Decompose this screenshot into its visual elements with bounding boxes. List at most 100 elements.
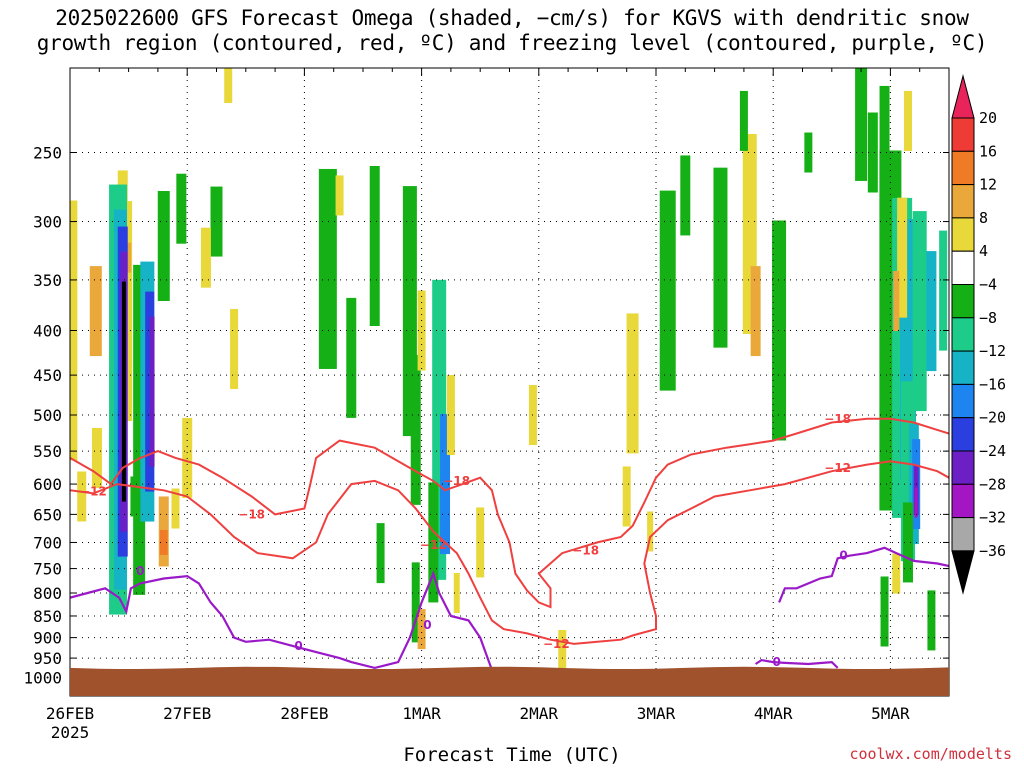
y-tick-label: 450 (33, 366, 62, 385)
x-tick-label: 2MAR (520, 704, 559, 723)
grid-lines (70, 68, 949, 696)
colorbar-segment (951, 284, 975, 319)
contour-label-red: −18 (443, 474, 470, 488)
omega-shade-cell (417, 609, 426, 650)
colorbar-segment (951, 250, 975, 285)
colorbar-label: 4 (979, 242, 988, 260)
x-axis: 26FEB 27FEB 28FEB 1MAR 2MAR 3MAR 4MAR 5MAR 2025 (46, 68, 921, 742)
y-tick-label: 800 (33, 584, 62, 603)
contour-label-purple: 0 (423, 618, 431, 632)
omega-shade-cell (912, 211, 927, 412)
omega-shade-cell (130, 476, 139, 517)
colorbar-top-arrow (951, 74, 975, 119)
omega-shade-cell (77, 471, 87, 522)
y-tick-label: 300 (33, 213, 62, 232)
colorbar-segment (951, 150, 975, 186)
omega-shade-cell (892, 553, 901, 594)
x-tick-label: 26FEB (46, 704, 94, 723)
omega-shade-cell (149, 316, 155, 467)
y-tick-label: 550 (33, 442, 62, 461)
omega-shade-cell (157, 190, 170, 301)
omega-shade-cell (750, 266, 761, 357)
omega-shade-cell (626, 313, 639, 454)
omega-shade-cell (176, 173, 187, 244)
colorbar-label: −12 (979, 342, 1006, 360)
ground-surface-profile (70, 666, 949, 696)
y-axis: 250 300 350 400 450 500 550 600 650 700 750 800 850 9… (23, 144, 949, 688)
colorbar-segment (951, 450, 975, 485)
x-tick-label: 1MAR (402, 704, 441, 723)
omega-shade-cell (121, 281, 126, 502)
omega-shade-cell (417, 290, 426, 371)
omega-shade-cell (224, 68, 233, 103)
omega-shade-cell (893, 270, 900, 331)
colorbar-segment (951, 217, 975, 252)
omega-shade-cell (659, 190, 676, 391)
colorbar-segment (951, 383, 975, 419)
colorbar-segment (951, 117, 975, 152)
omega-shade-cell (772, 220, 787, 441)
colorbar: 20 16 12 8 4 −4 −8 −12 −16 −20 −24 −28 −32 −36 (951, 74, 1006, 595)
omega-shade-cell (182, 417, 193, 498)
omega-shade-cell (200, 227, 211, 288)
colorbar-label: −32 (979, 509, 1006, 527)
y-tick-label: 400 (33, 322, 62, 341)
omega-shade-cell (446, 375, 455, 456)
x-tick-label: 28FEB (280, 704, 328, 723)
contour-label-red: −12 (80, 485, 107, 499)
colorbar-label: −8 (979, 309, 997, 327)
y-tick-label: 850 (33, 607, 62, 626)
y-tick-label: 600 (33, 475, 62, 494)
omega-shading (70, 0, 948, 671)
x-tick-label-year: 2025 (51, 723, 90, 742)
omega-shade-cell (428, 482, 439, 603)
contour-label-red: −12 (543, 637, 570, 651)
omega-shade-cell (230, 308, 239, 389)
omega-shade-cell (622, 466, 631, 527)
colorbar-bottom-arrow (951, 550, 975, 595)
omega-shade-cell (880, 576, 889, 647)
omega-shade-cell (159, 529, 168, 555)
omega-shade-cell (914, 487, 918, 518)
x-tick-label: 3MAR (637, 704, 676, 723)
omega-shade-cell (558, 630, 567, 671)
x-tick-label: 5MAR (871, 704, 910, 723)
plot-frame (69, 67, 950, 697)
omega-shade-cell (453, 573, 460, 614)
omega-shade-cell (335, 175, 344, 216)
omega-shade-cell (884, 0, 896, 36)
colorbar-label: 12 (979, 176, 997, 194)
omega-shade-cell (855, 68, 868, 181)
omega-shade-cell (440, 414, 451, 555)
contour-minus12 (70, 460, 949, 645)
contour-label-red: −18 (238, 507, 265, 521)
omega-shade-cell (450, 0, 464, 14)
omega-shade-cell (647, 511, 654, 552)
omega-shade-cell (171, 488, 180, 529)
colorbar-label: −24 (979, 442, 1006, 460)
colorbar-label: 8 (979, 209, 988, 227)
colorbar-label: 20 (979, 109, 997, 127)
colorbar-label: −16 (979, 375, 1006, 393)
contour-label-red: −18 (572, 543, 599, 557)
x-axis-title: Forecast Time (UTC) (403, 744, 621, 766)
omega-shade-cell (411, 562, 420, 643)
colorbar-segment (951, 517, 975, 552)
x-tick-label: 27FEB (163, 704, 211, 723)
omega-shade-cell (939, 230, 948, 351)
omega-shade-cell (369, 165, 380, 326)
contour-label-purple: 0 (136, 564, 144, 578)
contour-label-red: −12 (824, 461, 851, 475)
colorbar-label: −4 (979, 276, 997, 294)
y-tick-label: 350 (33, 271, 62, 290)
y-tick-label: 650 (33, 505, 62, 524)
colorbar-segment (951, 184, 975, 219)
contour-label-red: −12 (420, 538, 447, 552)
y-tick-label: 500 (33, 406, 62, 425)
omega-shade-cell (91, 427, 102, 488)
omega-shade-cell (903, 90, 912, 151)
omega-shade-cell (902, 502, 913, 583)
y-tick-label: 250 (33, 144, 62, 163)
omega-shade-cell (376, 523, 385, 584)
